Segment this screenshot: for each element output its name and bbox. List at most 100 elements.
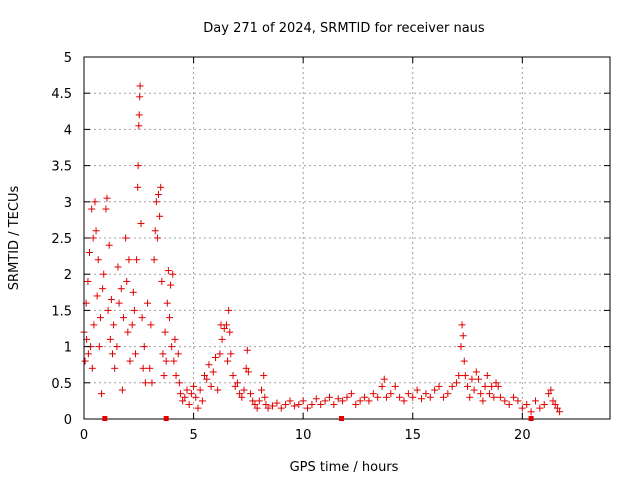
data-point [321, 397, 329, 405]
data-point [382, 393, 390, 401]
data-point [290, 402, 298, 410]
data-point [168, 343, 176, 351]
data-point [540, 401, 548, 409]
data-point [227, 350, 235, 358]
data-point [226, 328, 234, 336]
data-point [243, 346, 251, 354]
data-point [187, 390, 195, 398]
data-point [124, 328, 132, 336]
data-point [264, 404, 272, 412]
data-point [458, 321, 466, 329]
data-point [295, 401, 303, 409]
data-point [147, 321, 155, 329]
data-point [174, 350, 182, 358]
data-point [123, 277, 131, 285]
data-point [157, 183, 165, 191]
data-point [485, 390, 493, 398]
data-point [247, 390, 255, 398]
data-point [536, 404, 544, 412]
data-point [94, 256, 102, 264]
data-point [472, 368, 480, 376]
data-point [218, 335, 226, 343]
data-point [104, 306, 112, 314]
data-point [225, 306, 233, 314]
data-point [152, 198, 160, 206]
data-point [460, 357, 468, 365]
baseline-markers [102, 416, 534, 421]
data-point [347, 390, 355, 398]
data-point [242, 364, 250, 372]
y-tick-label: 0 [64, 413, 72, 428]
data-point [339, 397, 347, 405]
data-point [553, 404, 561, 412]
data-point [488, 382, 496, 390]
data-point [549, 397, 557, 405]
data-point [220, 325, 228, 332]
x-tick-label: 5 [189, 428, 197, 443]
data-point [216, 350, 224, 358]
data-point [236, 390, 244, 398]
data-point [277, 404, 285, 412]
data-point [137, 220, 145, 228]
data-point [260, 372, 268, 380]
data-point [551, 401, 559, 409]
data-point [167, 281, 175, 289]
data-point [113, 343, 121, 351]
data-point [84, 350, 92, 358]
data-point [374, 393, 382, 401]
data-point [111, 364, 119, 372]
data-point [136, 82, 144, 90]
data-point [378, 382, 386, 390]
data-point [165, 314, 173, 322]
data-point [468, 375, 476, 383]
data-point [198, 397, 206, 405]
data-point [510, 393, 518, 401]
y-tick-label: 0.5 [51, 377, 72, 392]
data-point [481, 382, 489, 390]
data-point [84, 277, 92, 285]
data-point [107, 296, 115, 304]
data-point [404, 390, 412, 398]
data-point [134, 183, 142, 191]
data-point [470, 386, 478, 394]
data-point [387, 390, 395, 398]
data-point [268, 402, 276, 410]
data-point [448, 382, 456, 390]
data-points [80, 82, 564, 416]
data-point [229, 372, 237, 380]
data-point [518, 404, 526, 412]
data-point [117, 285, 125, 293]
data-point [134, 162, 142, 170]
data-point [356, 397, 364, 405]
data-point [159, 350, 167, 358]
data-point [171, 335, 179, 343]
data-point [418, 395, 426, 403]
data-point [99, 285, 107, 293]
data-point [122, 234, 130, 242]
data-point [505, 401, 513, 409]
x-tick-label: 20 [514, 428, 531, 443]
data-point [156, 212, 164, 220]
data-point [325, 393, 333, 401]
data-point [190, 382, 198, 390]
data-point [273, 399, 281, 407]
data-point [317, 401, 325, 409]
data-point [258, 386, 266, 394]
data-point [361, 393, 369, 401]
data-point [330, 401, 338, 409]
data-point [95, 343, 103, 351]
data-point [153, 234, 161, 242]
data-point [343, 393, 351, 401]
data-point [262, 401, 270, 409]
data-point [527, 408, 535, 416]
y-tick-label: 4 [64, 123, 72, 138]
data-point [139, 364, 147, 372]
data-point [90, 321, 98, 329]
data-point [175, 379, 183, 387]
grid-lines [84, 57, 610, 419]
data-point [547, 386, 555, 394]
data-point [128, 321, 136, 329]
data-point [249, 397, 257, 405]
data-point [160, 372, 168, 380]
data-point [185, 401, 193, 409]
